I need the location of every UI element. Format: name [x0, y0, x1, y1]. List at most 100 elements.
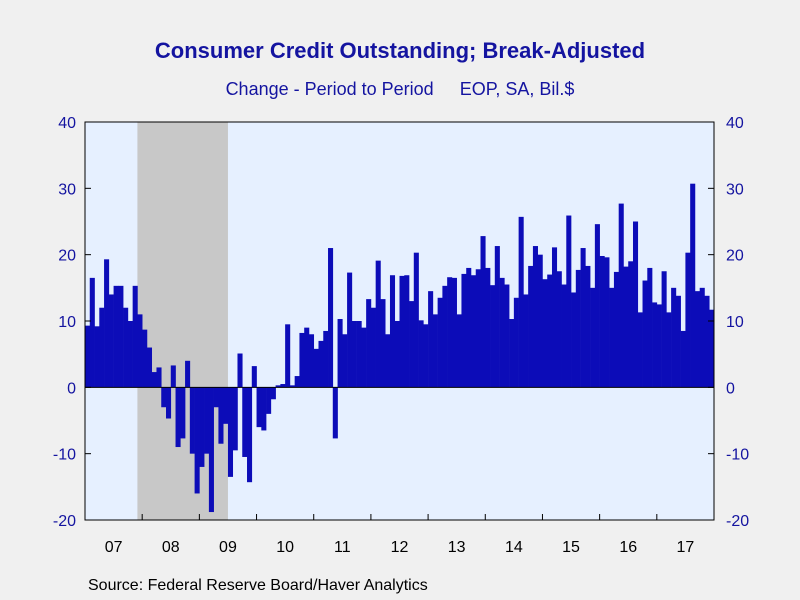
- bar: [389, 275, 396, 388]
- bar: [194, 387, 200, 494]
- bar: [285, 324, 291, 388]
- bar: [251, 366, 257, 388]
- bar: [466, 267, 472, 388]
- bar: [532, 246, 538, 388]
- bar: [599, 255, 605, 388]
- bar: [123, 307, 129, 388]
- bar: [685, 252, 691, 388]
- bar: [332, 387, 338, 439]
- x-tick-label: 15: [562, 539, 580, 556]
- y-tick-label-left: 0: [67, 380, 76, 397]
- bar: [499, 277, 505, 388]
- bar: [490, 285, 496, 388]
- bar: [99, 307, 105, 388]
- bar: [289, 385, 295, 388]
- bar: [671, 287, 677, 388]
- bar: [132, 285, 138, 388]
- bar: [318, 340, 324, 388]
- bar: [604, 257, 610, 388]
- bar: [294, 376, 300, 388]
- bar: [180, 387, 186, 439]
- bar: [161, 387, 167, 408]
- bar: [418, 320, 424, 388]
- x-tick-label: 11: [334, 539, 351, 556]
- bar: [523, 294, 529, 388]
- bar: [89, 277, 95, 388]
- bar: [204, 387, 210, 454]
- bar: [413, 252, 419, 388]
- bar: [256, 387, 262, 428]
- y-tick-label-right: 20: [726, 248, 744, 265]
- bar: [637, 312, 643, 388]
- bar: [404, 275, 410, 388]
- bar: [247, 387, 253, 483]
- bar: [585, 265, 591, 388]
- subtitle-units: EOP, SA, Bil.$: [459, 79, 575, 99]
- bar: [680, 330, 686, 388]
- x-tick-label: 16: [619, 539, 637, 556]
- bar: [409, 301, 415, 388]
- bar: [513, 297, 519, 388]
- bar: [189, 387, 195, 454]
- bar: [242, 387, 248, 457]
- bar: [580, 248, 586, 388]
- bar: [556, 271, 562, 388]
- bar: [537, 254, 543, 388]
- bar: [542, 279, 548, 388]
- y-tick-label-right: 30: [726, 181, 744, 198]
- bar: [442, 285, 448, 388]
- bar: [361, 327, 367, 388]
- bar: [199, 387, 205, 467]
- bar: [609, 287, 615, 388]
- x-tick-label: 13: [448, 539, 466, 556]
- bar: [661, 271, 667, 388]
- bar: [494, 246, 500, 388]
- bar: [85, 325, 91, 388]
- bar: [280, 384, 286, 388]
- bar: [485, 267, 491, 388]
- y-tick-label-left: 20: [58, 248, 76, 265]
- bar: [694, 291, 701, 388]
- bar: [223, 387, 229, 424]
- subtitle-measure: Change - Period to Period: [225, 79, 434, 99]
- bar: [594, 224, 600, 388]
- bar: [175, 387, 181, 448]
- bar: [304, 327, 310, 388]
- recession-shading: [137, 122, 228, 520]
- bar: [704, 295, 710, 388]
- bar: [232, 387, 238, 451]
- bar: [156, 367, 162, 388]
- bar: [509, 319, 515, 388]
- bar: [613, 271, 619, 388]
- bar: [575, 269, 581, 388]
- x-tick-label: 17: [677, 539, 695, 556]
- bar: [399, 275, 405, 388]
- chart-title: Consumer Credit Outstanding; Break-Adjus…: [154, 38, 646, 63]
- bar: [456, 314, 462, 388]
- y-tick-label-left: -10: [53, 447, 76, 464]
- y-tick-label-right: -10: [726, 447, 749, 464]
- y-tick-label-right: 0: [726, 380, 735, 397]
- bar: [266, 387, 272, 414]
- bar: [590, 287, 596, 388]
- bar: [213, 387, 219, 408]
- x-tick-label: 14: [505, 539, 523, 556]
- bar: [480, 236, 486, 388]
- bar: [118, 285, 124, 388]
- bar: [699, 287, 705, 388]
- bar: [328, 248, 334, 388]
- bar: [623, 266, 629, 388]
- bar: [208, 387, 214, 513]
- y-tick-label-left: -20: [53, 513, 76, 530]
- bar: [547, 274, 553, 388]
- bar: [528, 265, 534, 388]
- bar: [632, 221, 639, 388]
- source-note: Source: Federal Reserve Board/Haver Anal…: [88, 577, 428, 594]
- x-tick-label: 12: [391, 539, 409, 556]
- bar: [127, 321, 133, 388]
- bar: [561, 284, 567, 388]
- bar: [656, 304, 662, 388]
- y-tick-label-right: 10: [726, 314, 744, 331]
- bar: [618, 203, 624, 388]
